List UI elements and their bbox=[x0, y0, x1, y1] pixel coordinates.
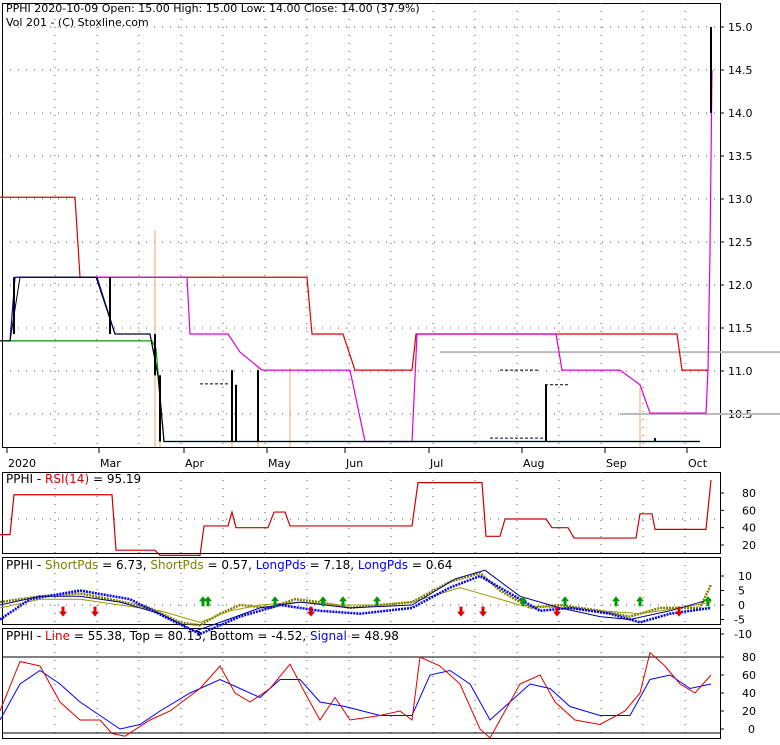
x-axis-label: Mar bbox=[100, 457, 121, 470]
panel-macd bbox=[2, 628, 721, 739]
buy-arrow-icon bbox=[373, 596, 381, 607]
price-tick-label: 15.0 bbox=[728, 21, 753, 34]
sell-arrow-icon bbox=[553, 606, 561, 617]
macd-signal-line bbox=[0, 669, 712, 730]
price-tick-label: 13.5 bbox=[728, 150, 753, 163]
rsi-line bbox=[0, 479, 712, 557]
sell-arrow-icon bbox=[675, 606, 683, 617]
rsi-label: PPHI - RSI(14) = 95.19 bbox=[6, 472, 141, 486]
pds-tick-label: -10 bbox=[734, 628, 752, 641]
pds-line-1 bbox=[0, 587, 712, 623]
pds-label-part: LongPds bbox=[358, 558, 408, 572]
pds-label-part: ShortPds bbox=[45, 558, 98, 572]
header-ohlc: PPHI 2020-10-09 Open: 15.00 High: 15.00 … bbox=[6, 2, 420, 15]
rsi-tick-label: 20 bbox=[742, 539, 756, 552]
rsi-tick-label: 60 bbox=[742, 504, 756, 517]
macd-tick-label: 0 bbox=[748, 723, 755, 736]
buy-arrow-icon bbox=[204, 596, 212, 607]
buy-arrow-icon bbox=[319, 596, 327, 607]
price-tick-label: 12.5 bbox=[728, 236, 753, 249]
pds-label-part: = 0.57, bbox=[204, 558, 256, 572]
buy-arrow-icon bbox=[636, 596, 644, 607]
macd-label-part: = 48.98 bbox=[347, 629, 399, 643]
pds-label-part: ShortPds bbox=[150, 558, 203, 572]
pds-label: PPHI - ShortPds = 6.73, ShortPds = 0.57,… bbox=[6, 558, 452, 572]
price-tick-label: 11.5 bbox=[728, 322, 753, 335]
macd-tick-label: 40 bbox=[742, 687, 756, 700]
x-axis-label: Jun bbox=[345, 457, 363, 470]
buy-arrow-icon bbox=[561, 596, 569, 607]
sell-arrow-icon bbox=[91, 606, 99, 617]
x-axis-label: 2020 bbox=[8, 457, 36, 470]
x-axis-label: Sep bbox=[606, 457, 627, 470]
x-axis-label: May bbox=[268, 457, 291, 470]
rsi-label-prefix: PPHI - bbox=[6, 472, 45, 486]
macd-label-part: = 55.38, Top = 80.13, Bottom = -4.52, bbox=[70, 629, 310, 643]
macd-label: PPHI - Line = 55.38, Top = 80.13, Bottom… bbox=[6, 629, 399, 643]
macd-tick-label: 80 bbox=[742, 651, 756, 664]
panel-price bbox=[2, 3, 721, 448]
rsi-tick-label: 80 bbox=[742, 487, 756, 500]
macd-label-part: PPHI - bbox=[6, 629, 45, 643]
price-tick-label: 11.0 bbox=[728, 365, 753, 378]
macd-line bbox=[0, 651, 712, 739]
buy-arrow-icon bbox=[339, 596, 347, 607]
buy-arrow-icon bbox=[704, 596, 712, 607]
x-axis-label: Aug bbox=[523, 457, 544, 470]
sell-arrow-icon bbox=[479, 606, 487, 617]
x-axis-label: Jul bbox=[429, 457, 443, 470]
ma-line-0 bbox=[0, 196, 708, 371]
pds-tick-label: 5 bbox=[738, 585, 745, 598]
rsi-label-value: = 95.19 bbox=[89, 472, 141, 486]
pds-label-part: = 7.18, bbox=[306, 558, 358, 572]
pds-label-part: = 6.73, bbox=[98, 558, 150, 572]
macd-tick-label: 60 bbox=[742, 669, 756, 682]
buy-arrow-icon bbox=[519, 596, 527, 607]
rsi-label-name: RSI(14) bbox=[45, 472, 89, 486]
price-tick-label: 13.0 bbox=[728, 193, 753, 206]
price-tick-label: 14.0 bbox=[728, 107, 753, 120]
x-axis-label: Apr bbox=[185, 457, 205, 470]
pds-tick-label: -5 bbox=[734, 614, 745, 627]
pds-line-3 bbox=[0, 569, 712, 632]
pds-label-part: PPHI - bbox=[6, 558, 45, 572]
x-axis-label: Oct bbox=[688, 457, 708, 470]
macd-label-part: Signal bbox=[310, 629, 347, 643]
macd-label-part: Line bbox=[45, 629, 70, 643]
pds-line-2 bbox=[0, 574, 712, 636]
pds-tick-label: 10 bbox=[738, 570, 752, 583]
buy-arrow-icon bbox=[271, 596, 279, 607]
pds-tick-label: 0 bbox=[738, 599, 745, 612]
price-tick-label: 12.0 bbox=[728, 279, 753, 292]
rsi-tick-label: 40 bbox=[742, 522, 756, 535]
pds-label-part: = 0.64 bbox=[408, 558, 452, 572]
header-volume: Vol 201 - (C) Stoxline.com bbox=[6, 16, 149, 29]
sell-arrow-icon bbox=[59, 606, 67, 617]
sell-arrow-icon bbox=[307, 606, 315, 617]
sell-arrow-icon bbox=[457, 606, 465, 617]
pds-label-part: LongPds bbox=[256, 558, 306, 572]
ma-line-1 bbox=[95, 69, 713, 443]
buy-arrow-icon bbox=[612, 596, 620, 607]
price-tick-label: 14.5 bbox=[728, 64, 753, 77]
macd-tick-label: 20 bbox=[742, 705, 756, 718]
buy-arrow-icon bbox=[199, 596, 207, 607]
